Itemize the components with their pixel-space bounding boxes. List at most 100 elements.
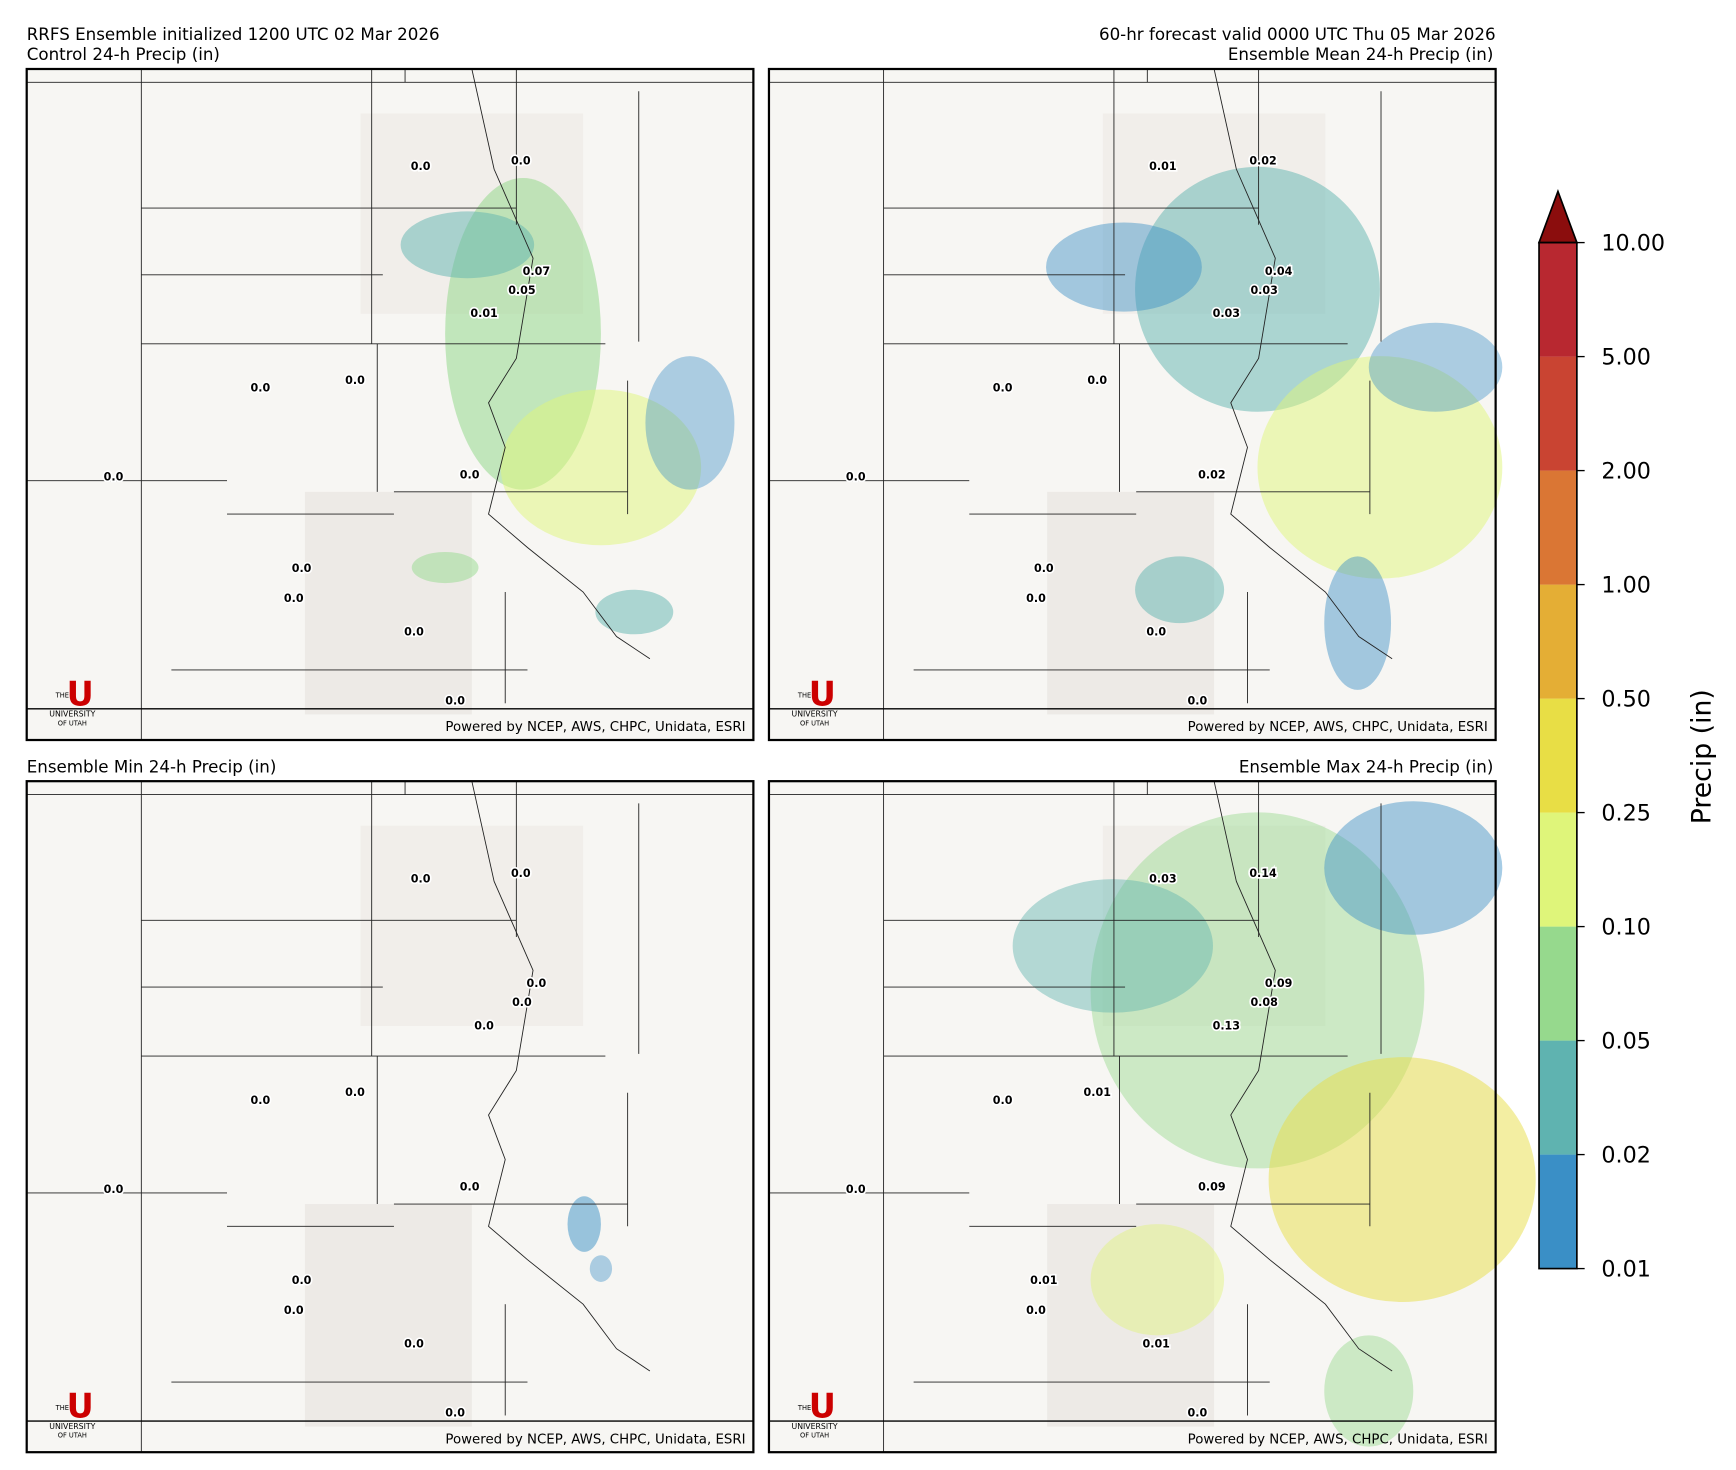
colorbar-tick-label: 0.02 [1601, 1142, 1651, 1168]
logo-of: OF UTAH [800, 720, 829, 728]
station-value: 0.07 [523, 265, 550, 278]
credit-text: Powered by NCEP, AWS, CHPC, Unidata, ESR… [445, 720, 745, 735]
station-value: 0.09 [1265, 977, 1293, 990]
colorbar-tick-label: 0.25 [1601, 800, 1651, 826]
precip-area [411, 551, 479, 584]
station-value: 0.02 [1249, 155, 1276, 168]
logo-the: THE [55, 692, 69, 700]
river-boundary [1213, 781, 1393, 1372]
logo-the: THE [797, 692, 811, 700]
station-value: 0.0 [846, 471, 866, 484]
colorbar-segment [1539, 1154, 1577, 1269]
colorbar-segment [1539, 242, 1577, 357]
station-value: 0.0 [511, 155, 531, 168]
logo-name: UNIVERSITY [792, 1422, 838, 1431]
station-value: 0.01 [470, 307, 497, 320]
station-value: 0.0 [411, 872, 431, 885]
station-value: 0.0 [104, 471, 124, 484]
station-value: 0.0 [411, 160, 431, 173]
terrain [1102, 825, 1326, 1026]
panel-frame [767, 780, 1497, 1454]
panel-frame [25, 67, 755, 742]
station-value: 0.0 [284, 592, 304, 605]
precip-area [1012, 879, 1213, 1013]
station-value: 0.01 [1143, 1338, 1170, 1351]
colorbar-segment [1539, 812, 1577, 927]
river-boundary [471, 68, 651, 660]
logo-of: OF UTAH [58, 720, 87, 728]
colorbar-tick-label: 5.00 [1601, 344, 1651, 370]
station-value: 0.08 [1250, 996, 1278, 1009]
station-value: 0.01 [1149, 160, 1176, 173]
precip-area [589, 1255, 613, 1282]
map-panel: Powered by NCEP, AWS, CHPC, Unidata, ESR… [25, 757, 755, 1454]
precip-area [567, 1196, 601, 1252]
station-value: 0.05 [508, 284, 535, 297]
logo-letter: U [67, 675, 94, 714]
station-value: 0.0 [993, 382, 1013, 395]
station-value: 0.0 [460, 469, 480, 482]
station-value: 0.0 [1026, 1304, 1046, 1317]
station-value: 0.02 [1198, 469, 1225, 482]
precip-area [1257, 356, 1503, 579]
terrain [360, 825, 584, 1026]
colorbar-segment [1539, 1040, 1577, 1155]
station-value: 0.03 [1250, 284, 1277, 297]
station-value: 0.0 [404, 625, 424, 638]
precip-area [645, 356, 735, 490]
station-value: 0.13 [1213, 1019, 1240, 1032]
station-value: 0.0 [251, 382, 271, 395]
colorbar-tick-label: 1.00 [1601, 572, 1651, 598]
station-value: 0.0 [284, 1304, 304, 1317]
credit-text: Powered by NCEP, AWS, CHPC, Unidata, ESR… [445, 1432, 745, 1447]
panel-title: Ensemble Max 24-h Precip (in) [1239, 757, 1494, 776]
station-value: 0.14 [1249, 867, 1277, 880]
panel-frame [767, 67, 1497, 742]
colorbar-tick-label: 2.00 [1601, 458, 1651, 484]
panel-title: Ensemble Mean 24-h Precip (in) [1228, 45, 1494, 64]
colorbar-segment [1539, 356, 1577, 471]
precip-area [595, 589, 674, 635]
station-value: 0.0 [512, 996, 532, 1009]
station-value: 0.0 [474, 1019, 494, 1032]
credit-text: Powered by NCEP, AWS, CHPC, Unidata, ESR… [1188, 1432, 1488, 1447]
logo-name: UNIVERSITY [49, 1422, 95, 1431]
station-value: 0.0 [345, 374, 365, 387]
colorbar-frame [1538, 241, 1578, 1270]
colorbar-segment [1539, 584, 1577, 699]
terrain [304, 1204, 472, 1427]
station-value: 0.0 [404, 1338, 424, 1351]
precip-area [1135, 166, 1380, 412]
precip-area [1324, 801, 1503, 935]
precip-area [1135, 556, 1225, 624]
colorbar-segment [1539, 698, 1577, 813]
station-value: 0.0 [104, 1183, 124, 1196]
precip-area [1090, 1224, 1225, 1336]
station-value: 0.0 [511, 867, 531, 880]
colorbar-tick-label: 0.01 [1601, 1256, 1651, 1282]
station-value: 0.0 [1034, 562, 1054, 575]
valid-text: 60-hr forecast valid 0000 UTC Thu 05 Mar… [1099, 25, 1496, 44]
station-value: 0.0 [445, 1407, 465, 1420]
colorbar-tick-label: 0.50 [1601, 686, 1651, 712]
station-value: 0.0 [345, 1086, 365, 1099]
colorbar-tick-label: 0.05 [1601, 1028, 1651, 1054]
colorbar-segment [1539, 470, 1577, 585]
station-value: 0.0 [993, 1094, 1013, 1107]
precip-area [1268, 1057, 1536, 1302]
logo-letter: U [809, 675, 836, 714]
station-value: 0.0 [292, 1274, 312, 1287]
station-value: 0.0 [1087, 374, 1107, 387]
station-value: 0.03 [1213, 307, 1240, 320]
map-panel: Powered by NCEP, AWS, CHPC, Unidata, ESR… [767, 757, 1536, 1454]
precip-area [400, 211, 535, 279]
logo-name: UNIVERSITY [49, 710, 95, 719]
station-value: 0.0 [527, 977, 547, 990]
terrain [304, 491, 472, 715]
precip-area [500, 389, 702, 546]
logo-of: OF UTAH [800, 1432, 829, 1440]
logo-name: UNIVERSITY [792, 710, 838, 719]
river-boundary [471, 781, 651, 1372]
precip-area [1046, 222, 1202, 312]
